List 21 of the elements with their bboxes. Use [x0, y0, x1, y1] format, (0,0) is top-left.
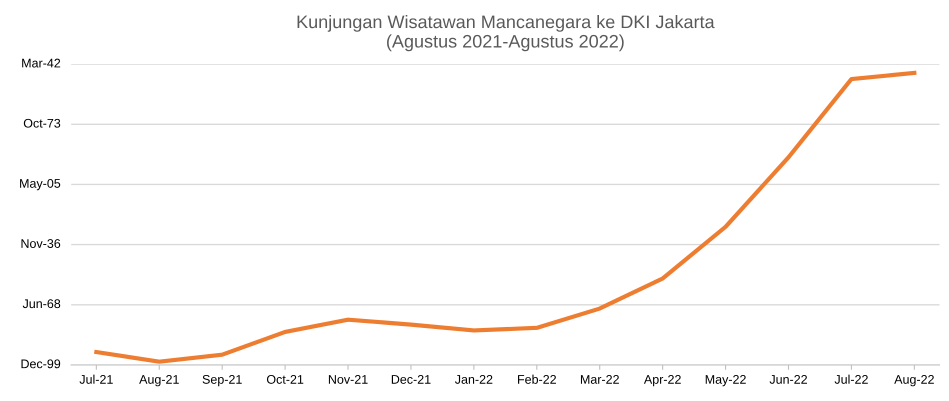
x-tick-label: Jun-22: [770, 374, 807, 384]
x-tick-label: Jan-22: [454, 374, 492, 384]
text: Oct-73: [24, 118, 60, 128]
text: Mar-42: [22, 58, 60, 68]
text: Jun-68: [22, 299, 60, 308]
text: Dec-99: [21, 359, 60, 368]
x-tick-label: Jul-21: [80, 374, 113, 384]
x-tick-label: Sep-21: [202, 374, 242, 386]
x-tick-label: Aug-22: [894, 374, 934, 386]
x-tick-label: Oct-21: [266, 374, 304, 384]
x-tick-label: Dec-21: [392, 374, 430, 384]
chart-title: Kunjungan Wisatawan Mancanegara ke DKI Jakarta (Agustus 2021-Agustus 2022): [298, 14, 715, 52]
x-tick-label: Aug-21: [139, 374, 179, 386]
x-tick-label: Nov-21: [328, 374, 368, 384]
x-tick-label: Apr-22: [644, 374, 681, 386]
x-tick-label: Mar-22: [580, 374, 619, 384]
text: Nov-36: [21, 239, 60, 248]
x-tick-label: Jul-22: [834, 374, 868, 384]
text: May-05: [20, 178, 60, 190]
x-tick-label: May-22: [706, 374, 746, 386]
x-tick-label: Feb-22: [518, 374, 556, 384]
